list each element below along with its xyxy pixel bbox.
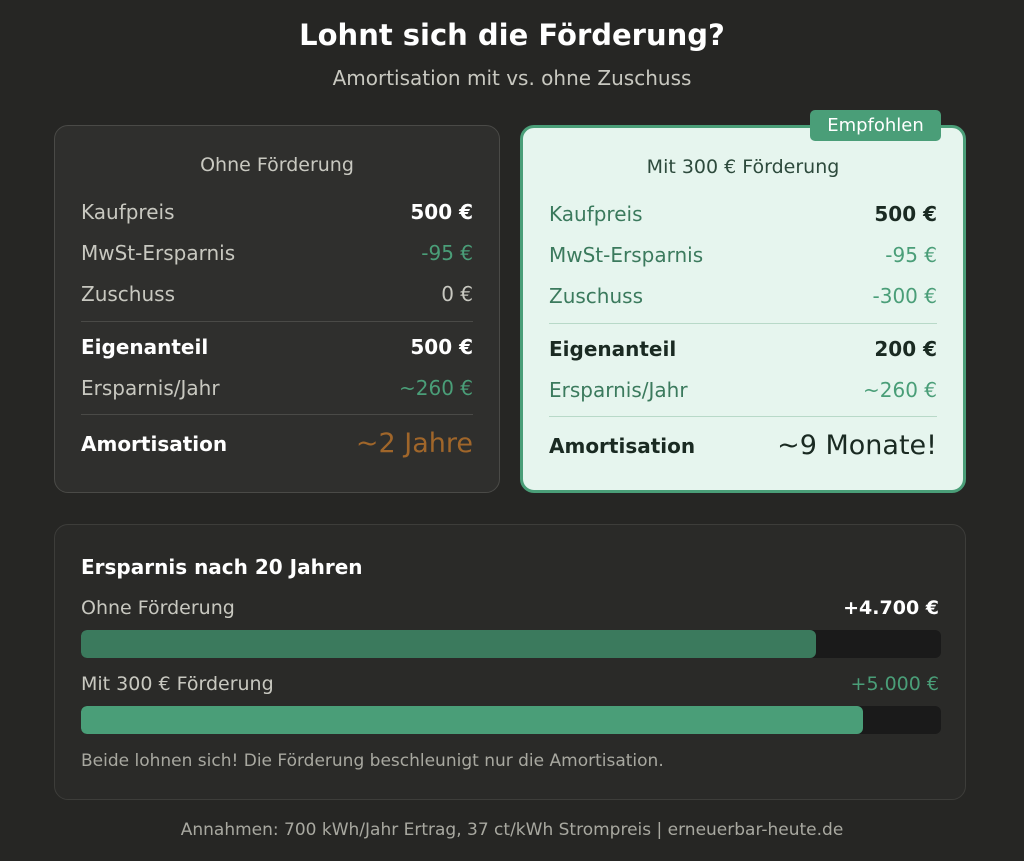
label: Eigenanteil xyxy=(81,335,209,359)
bar xyxy=(81,706,863,734)
label: Ersparnis/Jahr xyxy=(81,376,220,400)
label: Ersparnis/Jahr xyxy=(549,378,688,402)
label: Zuschuss xyxy=(549,284,643,308)
divider xyxy=(81,414,473,415)
divider xyxy=(549,416,937,417)
bar-value: +4.700 € xyxy=(843,597,939,619)
value: ~260 € xyxy=(862,378,937,402)
label: Eigenanteil xyxy=(549,337,677,361)
value: ~9 Monate! xyxy=(777,430,937,461)
panel-title: Ersparnis nach 20 Jahren xyxy=(81,555,363,579)
row: Ersparnis/Jahr ~260 € xyxy=(549,378,937,402)
card: Ohne Förderung Kaufpreis 500 € MwSt-Erspa… xyxy=(54,125,500,493)
title: Lohnt sich die Förderung? xyxy=(299,18,725,52)
footer: Annahmen: 700 kWh/Jahr Ertrag, 37 ct/kWh… xyxy=(180,820,844,840)
bar-label-row: Mit 300 € Förderung +5.000 € xyxy=(81,673,939,695)
row: Eigenanteil 200 € xyxy=(549,337,937,361)
row: Zuschuss 0 € xyxy=(81,282,473,306)
bar-label-row: Ohne Förderung +4.700 € xyxy=(81,597,939,619)
label: MwSt-Ersparnis xyxy=(549,243,704,267)
label: Kaufpreis xyxy=(81,200,175,224)
card: Mit 300 € Förderung Kaufpreis 500 € MwSt-… xyxy=(520,125,966,493)
bar-name: Mit 300 € Förderung xyxy=(81,673,274,695)
divider xyxy=(549,323,937,324)
label: Zuschuss xyxy=(81,282,175,306)
note: Beide lohnen sich! Die Förderung beschle… xyxy=(81,751,664,771)
value: 500 € xyxy=(410,335,473,359)
savings-panel: Ersparnis nach 20 Jahren Ohne Förderung +… xyxy=(54,524,966,800)
bar-value: +5.000 € xyxy=(850,673,939,695)
bar-name: Ohne Förderung xyxy=(81,597,235,619)
row: Amortisation ~9 Monate! xyxy=(549,430,937,461)
row: MwSt-Ersparnis -95 € xyxy=(81,241,473,265)
row: Zuschuss -300 € xyxy=(549,284,937,308)
row: Kaufpreis 500 € xyxy=(81,200,473,224)
divider xyxy=(81,321,473,322)
value: -95 € xyxy=(421,241,473,265)
label: MwSt-Ersparnis xyxy=(81,241,236,265)
badge: Empfohlen xyxy=(810,110,941,141)
card-title: Mit 300 € Förderung xyxy=(646,156,840,178)
label: Kaufpreis xyxy=(549,202,643,226)
value: ~260 € xyxy=(398,376,473,400)
value: 200 € xyxy=(874,337,937,361)
label: Amortisation xyxy=(81,431,228,456)
bar-track xyxy=(81,706,941,734)
value: -300 € xyxy=(872,284,937,308)
value: 0 € xyxy=(441,282,473,306)
card-title: Ohne Förderung xyxy=(200,154,354,176)
bar xyxy=(81,630,816,658)
value: 500 € xyxy=(410,200,473,224)
row: MwSt-Ersparnis -95 € xyxy=(549,243,937,267)
subtitle: Amortisation mit vs. ohne Zuschuss xyxy=(332,66,692,90)
row: Eigenanteil 500 € xyxy=(81,335,473,359)
value: 500 € xyxy=(874,202,937,226)
row: Amortisation ~2 Jahre xyxy=(81,428,473,459)
label: Amortisation xyxy=(549,433,696,458)
bar-track xyxy=(81,630,941,658)
value: ~2 Jahre xyxy=(355,428,473,459)
row: Kaufpreis 500 € xyxy=(549,202,937,226)
value: -95 € xyxy=(885,243,937,267)
row: Ersparnis/Jahr ~260 € xyxy=(81,376,473,400)
